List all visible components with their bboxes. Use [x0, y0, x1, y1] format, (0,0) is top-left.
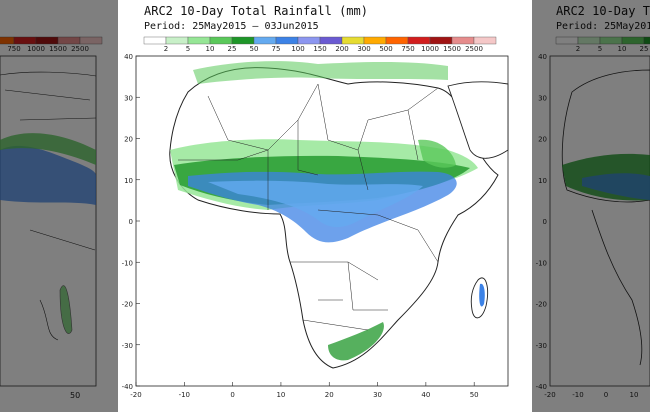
- period-label: Period:: [144, 21, 187, 32]
- rain-band-lightblue: [208, 180, 423, 228]
- legend-label: 2500: [465, 45, 483, 53]
- latitude-tick-label: 30: [124, 94, 133, 102]
- legend-label: 500: [379, 45, 392, 53]
- map-title: ARC2 10-Day Total Rainfall (mm): [144, 4, 368, 18]
- legend-label: 750: [401, 45, 414, 53]
- arabia-outline: [447, 81, 509, 159]
- legend-swatch: [253, 36, 277, 45]
- latitude-tick-label: 20: [124, 136, 133, 144]
- legend-label: 50: [250, 45, 259, 53]
- legend-label: 5: [186, 45, 190, 53]
- latitude-ticks: 40 30 20 10 0 -10 -20 -30 -40: [122, 53, 140, 391]
- legend-label: 10: [206, 45, 215, 53]
- longitude-tick-label: 20: [325, 391, 334, 399]
- longitude-tick-label: -20: [130, 391, 141, 399]
- legend-swatch: [231, 36, 255, 45]
- country-borders: [178, 83, 439, 331]
- legend-swatch: [341, 36, 365, 45]
- legend-label: 2: [164, 45, 168, 53]
- period-end: 03Jun2015: [264, 21, 319, 32]
- rain-east-africa: [418, 139, 456, 168]
- longitude-ticks: -20 -10 0 10 20 30 40 50: [130, 382, 479, 399]
- longitude-tick-label: 0: [230, 391, 234, 399]
- period-separator: –: [252, 21, 259, 32]
- latitude-tick-label: -10: [122, 259, 133, 267]
- period-start: 25May2015: [192, 21, 247, 32]
- legend-swatch: [407, 36, 431, 45]
- legend-swatch: [385, 36, 409, 45]
- legend-label: 300: [357, 45, 370, 53]
- longitude-tick-label: -10: [179, 391, 190, 399]
- legend-swatch: [429, 36, 453, 45]
- latitude-tick-label: 40: [124, 53, 133, 61]
- legend-label: 150: [313, 45, 326, 53]
- legend-label: 75: [272, 45, 281, 53]
- map-period: Period: 25May2015 – 03Jun2015: [144, 21, 319, 32]
- legend-label: 1500: [443, 45, 461, 53]
- rain-mediterranean: [193, 61, 448, 84]
- latitude-tick-label: 10: [124, 177, 133, 185]
- longitude-tick-label: 10: [276, 391, 285, 399]
- legend-label: 1000: [421, 45, 439, 53]
- latitude-tick-label: -40: [122, 383, 133, 391]
- legend-swatch: [363, 36, 387, 45]
- rain-madagascar: [479, 283, 485, 307]
- legend-swatch: [209, 36, 233, 45]
- latitude-tick-label: -20: [122, 301, 133, 309]
- legend-swatch: [319, 36, 343, 45]
- rainfall-map: 2 5 10 25 50 75 100 150 200 300 500 750 1000 1500 2500: [122, 36, 509, 399]
- legend-label: 200: [335, 45, 348, 53]
- longitude-tick-label: 50: [470, 391, 479, 399]
- legend-swatch: [143, 36, 167, 45]
- rainfall-legend: 2 5 10 25 50 75 100 150 200 300 500 750 1000 1500 2500: [143, 36, 497, 53]
- rain-south-africa: [328, 322, 384, 361]
- latitude-tick-label: -30: [122, 342, 133, 350]
- longitude-tick-label: 30: [373, 391, 382, 399]
- legend-swatch: [451, 36, 475, 45]
- latitude-tick-label: 0: [129, 218, 133, 226]
- legend-swatch: [473, 36, 497, 45]
- legend-label: 100: [291, 45, 304, 53]
- legend-swatch: [187, 36, 211, 45]
- legend-swatch: [275, 36, 299, 45]
- legend-swatch: [165, 36, 189, 45]
- legend-swatch: [297, 36, 321, 45]
- legend-label: 25: [228, 45, 237, 53]
- longitude-tick-label: 40: [421, 391, 430, 399]
- main-map-panel: ARC2 10-Day Total Rainfall (mm) Period: …: [118, 0, 532, 412]
- right-duplicate-panel: ARC2 10-Day Total Rainfall (mm) Period: …: [532, 0, 650, 412]
